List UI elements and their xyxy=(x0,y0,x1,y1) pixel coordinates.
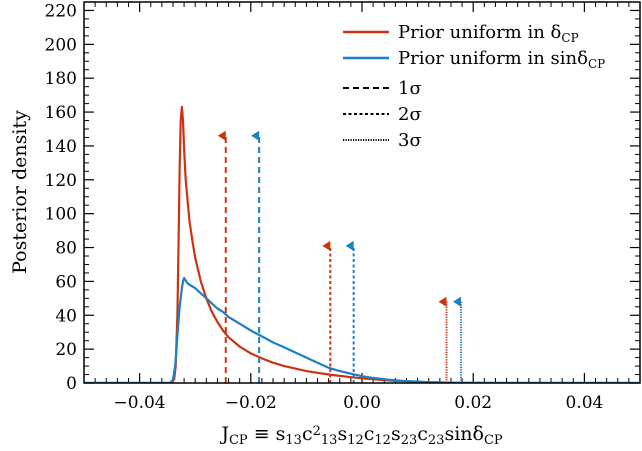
y-tick-label: 40 xyxy=(55,306,77,326)
legend-label: 1σ xyxy=(398,78,422,99)
interval-marker xyxy=(322,240,331,251)
y-tick-label: 60 xyxy=(55,272,77,292)
interval-marker xyxy=(438,296,447,307)
y-tick-label: 200 xyxy=(45,35,77,55)
series-line xyxy=(84,276,640,383)
legend-label: Prior uniform in sinδCP xyxy=(398,48,605,71)
interval-marker xyxy=(251,130,260,141)
x-tick-label: −0.02 xyxy=(225,393,277,413)
x-tick-label: −0.04 xyxy=(114,393,166,413)
plot-frame xyxy=(83,1,641,384)
y-tick-labels: 0 20 40 60 80 100 120 140 160 180 200 220 xyxy=(45,1,77,394)
interval-marker xyxy=(217,130,226,141)
y-tick-label: 120 xyxy=(45,171,77,191)
y-axis-label: Posterior density xyxy=(9,110,31,274)
y-tick-label: 80 xyxy=(55,239,77,259)
credible-interval-markers xyxy=(217,130,462,383)
y-tick-label: 100 xyxy=(45,205,77,225)
y-tick-label: 180 xyxy=(45,69,77,89)
y-tick-label: 20 xyxy=(55,340,77,360)
legend-label: Prior uniform in δCP xyxy=(398,22,579,45)
legend-label: 2σ xyxy=(398,104,422,125)
y-tick-label: 0 xyxy=(66,374,77,394)
interval-marker xyxy=(452,296,461,307)
interval-marker xyxy=(345,240,354,251)
x-tick-label: 0.00 xyxy=(343,393,381,413)
legend: Prior uniform in δCP Prior uniform in sin… xyxy=(343,22,605,151)
x-tick-label: 0.04 xyxy=(565,393,603,413)
x-axis-label: JCP ≡ s13c213s12c12s23c23sinδCP xyxy=(219,423,503,448)
x-tick-labels: −0.04 −0.02 0.00 0.02 0.04 xyxy=(114,393,604,413)
y-tick-label: 220 xyxy=(45,1,77,21)
x-tick-label: 0.02 xyxy=(454,393,492,413)
series-line xyxy=(84,105,640,383)
y-tick-label: 160 xyxy=(45,103,77,123)
series-curves xyxy=(84,105,640,383)
y-tick-label: 140 xyxy=(45,137,77,157)
plot-area xyxy=(84,105,640,383)
legend-label: 3σ xyxy=(398,130,422,151)
